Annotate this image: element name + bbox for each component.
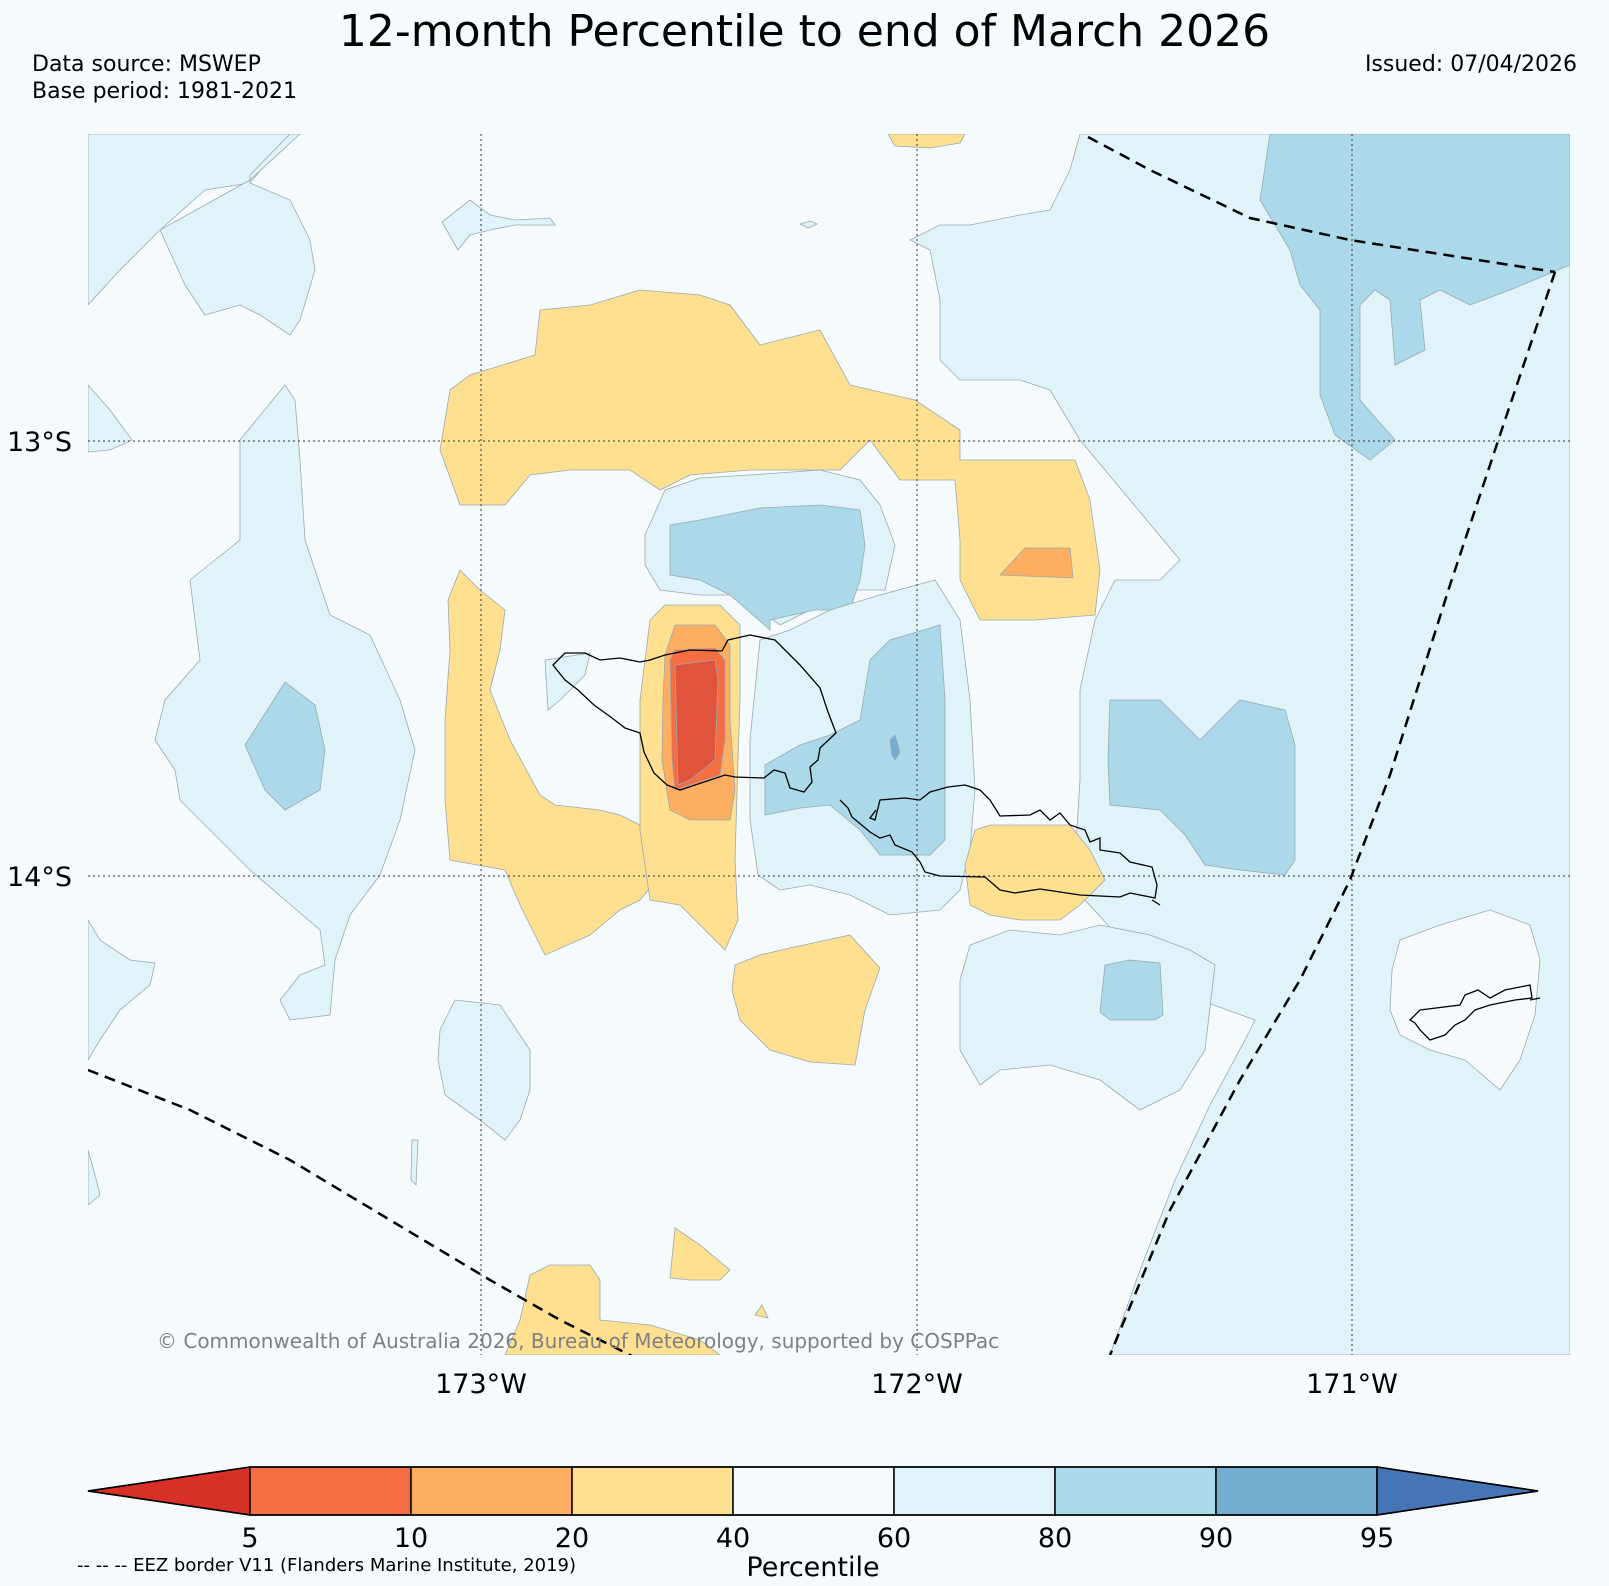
eez-border-northeast bbox=[1087, 135, 1556, 274]
colorbar-80-90 bbox=[1054, 1466, 1217, 1516]
contour-60-80-top-speck bbox=[798, 220, 818, 229]
eez-border-southwest bbox=[88, 1068, 633, 1355]
colorbar-90-95 bbox=[1215, 1466, 1378, 1516]
contour-20-40-top bbox=[887, 134, 966, 149]
coastline-tutuila bbox=[1408, 984, 1541, 1041]
issued-date: Issued: 07/04/2026 bbox=[1364, 52, 1577, 77]
colorbar-outline bbox=[87, 1466, 1539, 1516]
coastlines bbox=[552, 634, 1541, 1041]
contour-80-90-west bbox=[244, 681, 326, 811]
lat-label-13s: 13°S bbox=[7, 427, 72, 458]
coastline-upolu bbox=[839, 784, 1158, 899]
contour-20-40-south bbox=[731, 934, 881, 1066]
base-period-text: Base period: 1981-2021 bbox=[32, 79, 297, 104]
colorbar-title: Percentile bbox=[746, 1552, 879, 1583]
contour-80-90-south bbox=[1099, 959, 1164, 1021]
colorbar-tick-40: 40 bbox=[716, 1523, 750, 1554]
contour-10-20-north bbox=[999, 547, 1074, 579]
lon-label-171w: 171°W bbox=[1306, 1369, 1398, 1400]
colorbar-tick-5: 5 bbox=[241, 1523, 258, 1554]
eez-note: -- -- -- EEZ border V11 (Flanders Marine… bbox=[77, 1555, 576, 1576]
coastline-savaii bbox=[552, 634, 837, 793]
contour-80-90-east bbox=[1107, 699, 1296, 876]
colorbar-tick-80: 80 bbox=[1038, 1523, 1072, 1554]
colorbar-tick-10: 10 bbox=[394, 1523, 428, 1554]
lon-label-173w: 173°W bbox=[435, 1369, 527, 1400]
contour-80-90-northeast bbox=[1259, 134, 1570, 461]
contour-60-80-west-low2 bbox=[88, 1149, 101, 1206]
colorbar-tick-95: 95 bbox=[1360, 1523, 1394, 1554]
colorbar-40-60 bbox=[732, 1466, 895, 1516]
lat-label-14s: 14°S bbox=[7, 862, 72, 893]
data-source-text: Data source: MSWEP bbox=[32, 52, 261, 77]
colorbar-20-40 bbox=[571, 1466, 734, 1516]
colorbar-10-20 bbox=[410, 1466, 573, 1516]
colorbar-ticks: 5 10 20 40 60 80 90 95 Percentile bbox=[241, 1523, 1394, 1583]
contour-40-60-southeast bbox=[1389, 909, 1541, 1091]
contour-90-95-speck bbox=[889, 734, 901, 761]
contour-20-40-north bbox=[439, 289, 1101, 621]
map-panel: © Commonwealth of Australia 2026, Bureau… bbox=[88, 134, 1570, 1355]
contour-60-80-west2 bbox=[159, 134, 316, 336]
colorbar-tick-60: 60 bbox=[877, 1523, 911, 1554]
lon-label-172w: 172°W bbox=[871, 1369, 963, 1400]
contour-60-80-patch2 bbox=[437, 999, 531, 1141]
colorbar-5-10 bbox=[249, 1466, 412, 1516]
contour-below5-column bbox=[674, 659, 719, 786]
eez-borders bbox=[88, 135, 1557, 1355]
copyright-text: © Commonwealth of Australia 2026, Bureau… bbox=[157, 1329, 999, 1353]
contour-60-80-west-edge bbox=[88, 384, 133, 453]
contour-20-40-east bbox=[964, 824, 1106, 921]
contour-20-40-south-speck bbox=[754, 1304, 769, 1319]
contour-20-40-south-small bbox=[669, 1227, 731, 1281]
colorbar-60-80 bbox=[893, 1466, 1056, 1516]
colorbar bbox=[87, 1466, 1539, 1516]
colorbar-tick-20: 20 bbox=[555, 1523, 589, 1554]
colorbar-tick-90: 90 bbox=[1199, 1523, 1233, 1554]
coastline-upolu-tail bbox=[1151, 899, 1161, 906]
contour-20-40-bottom bbox=[504, 1264, 721, 1355]
colorbar-below-5 bbox=[87, 1466, 251, 1516]
colorbar-above-95 bbox=[1376, 1466, 1539, 1516]
contour-80-90-center-east bbox=[764, 624, 946, 856]
contour-60-80-west-low bbox=[88, 919, 156, 1061]
contour-60-80-patch3 bbox=[410, 1139, 419, 1186]
gridlines bbox=[88, 134, 1570, 1355]
axis-labels: 13°S 14°S 173°W 172°W 171°W bbox=[7, 427, 1398, 1400]
meta-left: Data source: MSWEP Base period: 1981-202… bbox=[32, 51, 297, 105]
page-title: 12-month Percentile to end of March 2026 bbox=[338, 6, 1271, 57]
contour-60-80-patch1 bbox=[441, 199, 556, 251]
